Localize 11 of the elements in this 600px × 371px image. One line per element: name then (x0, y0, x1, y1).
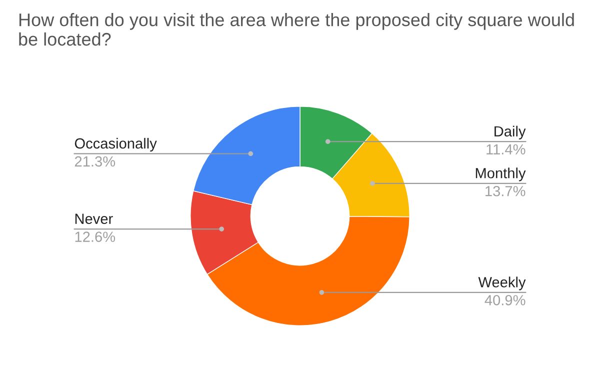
data-label: 21.3% (74, 156, 116, 167)
slice-label: Weekly (478, 276, 526, 290)
data-label: 11.4% (486, 144, 526, 154)
data-label: 40.9% (484, 295, 526, 306)
slice-label: Occasionally (74, 138, 157, 152)
slice-label: Monthly (476, 168, 526, 182)
chart-title: How often do you visit the area where the proposed city square would be located? (19, 12, 574, 46)
slice-label: Never (75, 214, 113, 224)
data-label: 13.7% (486, 186, 526, 196)
slice-label: Daily (494, 126, 526, 140)
data-label: 12.6% (75, 232, 116, 242)
